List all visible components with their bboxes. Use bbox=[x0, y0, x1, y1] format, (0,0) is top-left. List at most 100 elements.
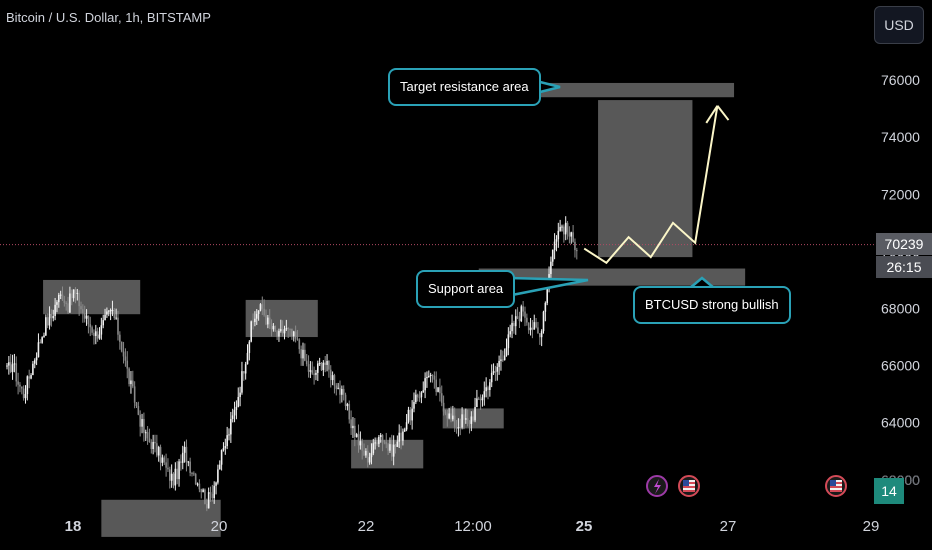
candle-body bbox=[559, 226, 561, 231]
candle-body bbox=[300, 349, 302, 359]
candle-body bbox=[461, 414, 463, 428]
candle-body bbox=[150, 441, 153, 449]
zone-7 bbox=[598, 100, 693, 258]
candle-body bbox=[133, 386, 136, 403]
candle-body bbox=[98, 334, 101, 339]
candle-body bbox=[283, 329, 286, 334]
candle-body bbox=[463, 414, 465, 420]
candle-body bbox=[496, 366, 499, 372]
candle-body bbox=[485, 387, 487, 392]
candle-body bbox=[489, 382, 491, 391]
candle-body bbox=[468, 420, 471, 424]
candle-body bbox=[206, 504, 208, 509]
candle-body bbox=[156, 443, 158, 456]
candle-body bbox=[246, 352, 249, 365]
candle-body bbox=[135, 402, 138, 406]
candle-body bbox=[261, 304, 264, 309]
candle-body bbox=[244, 364, 247, 374]
candle-body bbox=[544, 302, 547, 312]
candle-body bbox=[200, 489, 203, 493]
candle-body bbox=[352, 425, 354, 429]
candle-body bbox=[87, 315, 90, 325]
us-flag-event-icon-canton bbox=[683, 480, 689, 486]
currency-button[interactable]: USD bbox=[874, 6, 924, 44]
candle-body bbox=[483, 391, 486, 398]
candle-body bbox=[111, 310, 114, 312]
candle-body bbox=[511, 322, 513, 332]
zone-1 bbox=[101, 499, 221, 537]
candle-body bbox=[533, 322, 536, 330]
candle-body bbox=[574, 241, 576, 251]
candle-body bbox=[265, 315, 267, 325]
candle-body bbox=[248, 341, 251, 353]
candle-body bbox=[78, 292, 80, 307]
candle-body bbox=[376, 442, 378, 444]
price-tick-label: 66000 bbox=[881, 358, 920, 374]
candle-body bbox=[8, 362, 10, 366]
candle-body bbox=[61, 294, 64, 301]
candle-body bbox=[172, 473, 175, 486]
candle-body bbox=[546, 284, 548, 303]
candle-body bbox=[527, 322, 530, 331]
candle-body bbox=[553, 241, 556, 250]
candle-body bbox=[235, 406, 238, 410]
candle-body bbox=[513, 322, 515, 327]
candle-body bbox=[144, 432, 147, 434]
candle-body bbox=[387, 444, 389, 451]
candle-body bbox=[196, 483, 199, 485]
bar-countdown-label: 26:15 bbox=[876, 256, 932, 278]
candle-body bbox=[82, 309, 84, 314]
candle-body bbox=[280, 329, 282, 331]
time-tick-label: 18 bbox=[65, 518, 82, 535]
candle-body bbox=[339, 387, 341, 395]
candle-body bbox=[83, 313, 86, 319]
candle-body bbox=[59, 294, 62, 296]
candle-body bbox=[107, 310, 110, 312]
candle-body bbox=[453, 415, 456, 428]
us-flag-event-icon-stripe bbox=[683, 490, 695, 492]
candle-body bbox=[11, 364, 14, 372]
candle-body bbox=[365, 450, 367, 456]
candle-body bbox=[529, 327, 532, 331]
candle-body bbox=[457, 427, 460, 429]
candle-body bbox=[132, 380, 134, 387]
candle-body bbox=[337, 387, 339, 389]
candle-body bbox=[500, 359, 502, 361]
candle-body bbox=[54, 304, 56, 317]
candle-body bbox=[24, 394, 27, 399]
candle-body bbox=[91, 327, 93, 333]
candle-body bbox=[137, 405, 140, 415]
candle-body bbox=[230, 418, 232, 435]
event-icons[interactable] bbox=[646, 475, 847, 497]
candle-body bbox=[213, 485, 215, 499]
candle-body bbox=[344, 394, 347, 407]
time-axis[interactable]: 18 20 22 12:00 25 27 29 bbox=[65, 518, 880, 535]
candle-body bbox=[96, 331, 99, 339]
candle-body bbox=[278, 330, 280, 337]
candle-body bbox=[331, 375, 334, 381]
zone-2 bbox=[245, 299, 318, 338]
candle-body bbox=[368, 457, 371, 463]
candle-body bbox=[477, 398, 480, 400]
forecast-arrowhead-1 bbox=[716, 105, 730, 121]
candle-body bbox=[183, 446, 186, 453]
candle-body bbox=[361, 441, 363, 451]
candle-body bbox=[21, 386, 23, 389]
candle-body bbox=[130, 380, 132, 385]
events-count-badge[interactable]: 14 bbox=[874, 478, 904, 504]
candle-body bbox=[378, 437, 380, 444]
candle-body bbox=[535, 322, 537, 328]
candle-body bbox=[328, 360, 330, 370]
last-price-label: 70239 bbox=[876, 233, 932, 255]
candle-body bbox=[287, 328, 289, 330]
candle-body bbox=[505, 348, 508, 356]
candle-body bbox=[354, 425, 356, 437]
candle-body bbox=[470, 416, 473, 424]
candle-body bbox=[100, 325, 103, 335]
candle-body bbox=[43, 335, 45, 338]
candle-body bbox=[41, 337, 43, 343]
candle-body bbox=[222, 448, 225, 451]
candle-body bbox=[385, 442, 388, 445]
candle-body bbox=[198, 483, 201, 490]
candle-body bbox=[252, 321, 254, 323]
